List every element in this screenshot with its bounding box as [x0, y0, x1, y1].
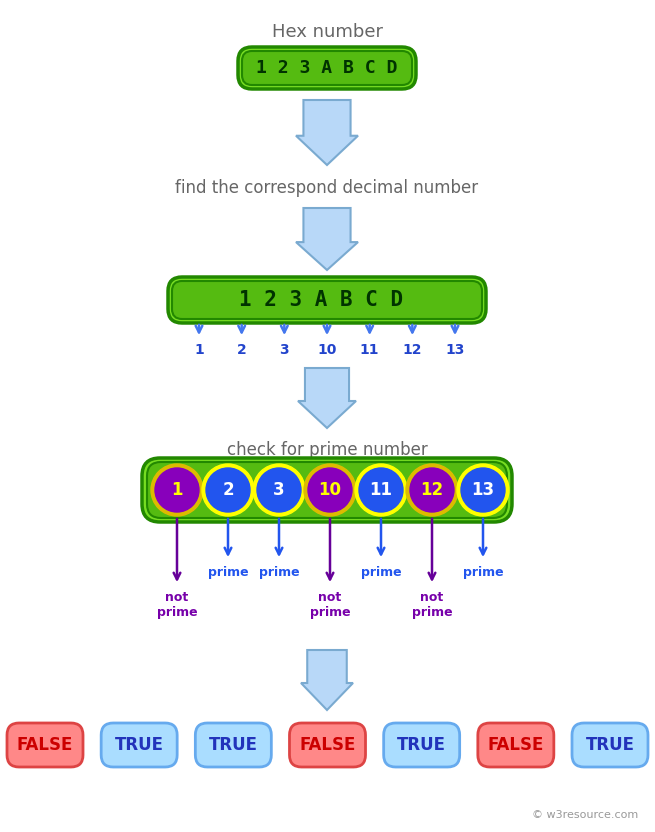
Text: 3: 3 [280, 343, 289, 357]
Text: not
prime: not prime [310, 591, 350, 619]
Text: find the correspond decimal number: find the correspond decimal number [176, 179, 479, 197]
Text: check for prime number: check for prime number [227, 441, 427, 459]
Text: 10: 10 [317, 343, 337, 357]
FancyBboxPatch shape [7, 723, 83, 767]
Circle shape [410, 468, 454, 512]
Circle shape [206, 468, 250, 512]
Text: 3: 3 [273, 481, 285, 499]
FancyBboxPatch shape [572, 723, 648, 767]
Text: 13: 13 [472, 481, 495, 499]
Text: 11: 11 [360, 343, 379, 357]
Text: 2: 2 [222, 481, 234, 499]
FancyBboxPatch shape [172, 281, 482, 319]
Text: 12: 12 [403, 343, 422, 357]
Polygon shape [296, 100, 358, 165]
FancyBboxPatch shape [142, 458, 512, 522]
FancyBboxPatch shape [242, 51, 412, 85]
FancyBboxPatch shape [168, 277, 486, 323]
Text: FALSE: FALSE [299, 736, 356, 754]
Text: 1 2 3 A B C D: 1 2 3 A B C D [238, 290, 415, 310]
Text: prime: prime [208, 566, 248, 579]
Circle shape [359, 468, 403, 512]
Circle shape [308, 468, 352, 512]
Text: prime: prime [361, 566, 402, 579]
FancyBboxPatch shape [195, 723, 271, 767]
Text: 11: 11 [369, 481, 392, 499]
Text: not
prime: not prime [412, 591, 453, 619]
Polygon shape [296, 208, 358, 270]
FancyBboxPatch shape [478, 723, 554, 767]
Text: 13: 13 [445, 343, 464, 357]
Circle shape [257, 468, 301, 512]
Text: 1 2 3 A B C D: 1 2 3 A B C D [256, 59, 398, 77]
FancyBboxPatch shape [101, 723, 177, 767]
Circle shape [202, 464, 254, 516]
Circle shape [253, 464, 305, 516]
FancyBboxPatch shape [147, 462, 507, 518]
Circle shape [304, 464, 356, 516]
Text: TRUE: TRUE [586, 736, 635, 754]
Text: 2: 2 [237, 343, 246, 357]
Polygon shape [301, 650, 353, 710]
Circle shape [461, 468, 505, 512]
Text: not
prime: not prime [157, 591, 197, 619]
Circle shape [355, 464, 407, 516]
Text: Hex number: Hex number [272, 23, 383, 41]
Text: 12: 12 [421, 481, 443, 499]
FancyBboxPatch shape [290, 723, 365, 767]
Text: TRUE: TRUE [115, 736, 164, 754]
FancyBboxPatch shape [384, 723, 460, 767]
Text: 10: 10 [318, 481, 341, 499]
Circle shape [457, 464, 509, 516]
Text: TRUE: TRUE [209, 736, 258, 754]
Circle shape [151, 464, 203, 516]
Text: © w3resource.com: © w3resource.com [532, 810, 638, 820]
Text: 1: 1 [171, 481, 183, 499]
Text: prime: prime [462, 566, 503, 579]
Text: 1: 1 [194, 343, 204, 357]
Text: FALSE: FALSE [17, 736, 73, 754]
Text: TRUE: TRUE [397, 736, 446, 754]
Text: prime: prime [259, 566, 299, 579]
Polygon shape [298, 368, 356, 428]
Circle shape [155, 468, 199, 512]
Text: FALSE: FALSE [487, 736, 544, 754]
FancyBboxPatch shape [238, 47, 416, 89]
Circle shape [406, 464, 458, 516]
